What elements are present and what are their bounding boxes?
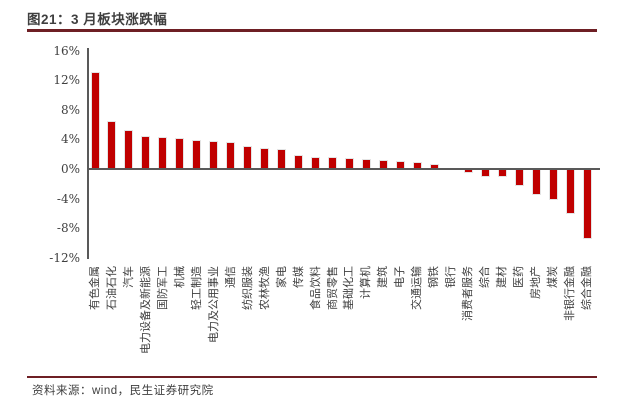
x-axis-label: 轻工制造	[190, 266, 203, 310]
bar-汽车	[125, 131, 133, 169]
y-tick-label: 0%	[60, 162, 80, 176]
x-axis-label: 纺织服装	[241, 266, 254, 310]
y-tick-label: 8%	[60, 102, 80, 117]
bar-非银行金融	[566, 169, 574, 214]
x-axis-label: 综合金融	[581, 266, 593, 310]
bar-轻工制造	[193, 140, 201, 169]
x-axis-label: 基础化工	[343, 266, 356, 310]
x-axis-label: 消费者服务	[462, 266, 475, 321]
bar-电力及公用事业	[210, 141, 218, 169]
x-axis-label: 建材	[496, 266, 509, 288]
bar-有色金属	[91, 72, 99, 169]
x-axis-label: 有色金属	[89, 266, 101, 310]
x-axis-label: 商贸零售	[326, 266, 339, 310]
bar-建材	[498, 169, 506, 177]
bar-钢铁	[430, 165, 438, 169]
y-tick-label: 4%	[60, 132, 80, 147]
bar-纺织服装	[244, 146, 252, 169]
y-tick-label: -4%	[56, 191, 80, 206]
bar-医药	[515, 169, 523, 186]
x-axis-label: 石油石化	[105, 266, 118, 310]
x-axis-label: 电子	[394, 266, 407, 288]
x-axis-label: 传媒	[292, 266, 305, 288]
bar-房地产	[532, 169, 540, 195]
y-axis-line	[87, 48, 89, 259]
bar-计算机	[362, 160, 370, 169]
bar-交通运输	[413, 163, 421, 169]
x-axis-label: 通信	[224, 266, 237, 288]
x-axis-label: 非银行金融	[564, 266, 577, 321]
bar-煤炭	[549, 169, 557, 199]
x-axis-label: 建筑	[377, 266, 390, 288]
bar-综合	[481, 169, 489, 176]
bar-基础化工	[345, 159, 353, 169]
bar-农林牧渔	[261, 149, 269, 169]
bar-建筑	[379, 160, 387, 169]
bar-传媒	[295, 155, 303, 169]
figure-title: 图21：3 月板块涨跌幅	[27, 12, 168, 27]
bar-综合金融	[583, 169, 591, 238]
bar-石油石化	[108, 121, 116, 169]
bar-电子	[396, 162, 404, 169]
x-axis-label: 计算机	[360, 266, 373, 299]
x-axis-label: 家电	[275, 266, 288, 288]
x-axis-label: 综合	[479, 266, 492, 288]
x-axis-label: 电力及公用事业	[207, 266, 220, 343]
footer-rule	[27, 376, 597, 378]
bar-商贸零售	[329, 157, 337, 169]
y-tick-label: -12%	[49, 250, 80, 265]
x-axis-label: 钢铁	[428, 266, 441, 288]
bar-机械	[176, 138, 184, 169]
x-axis-label: 煤炭	[547, 266, 560, 288]
x-axis-label: 国防军工	[156, 266, 169, 310]
bar-国防军工	[159, 137, 167, 169]
x-axis-label: 食品饮料	[309, 266, 322, 310]
y-tick-label: 16%	[53, 43, 80, 58]
x-axis-label: 交通运输	[411, 266, 424, 310]
source-note: 资料来源：wind，民生证券研究院	[32, 385, 214, 397]
x-axis-label: 医药	[513, 266, 526, 288]
title-underline	[27, 29, 597, 32]
x-axis-label: 银行	[445, 266, 458, 288]
bar-通信	[227, 143, 235, 169]
bar-食品饮料	[312, 157, 320, 169]
x-axis-label: 农林牧渔	[258, 266, 271, 310]
y-tick-label: -8%	[56, 221, 80, 236]
y-tick-label: 12%	[53, 73, 80, 88]
x-axis-label: 汽车	[122, 266, 135, 288]
x-axis-label: 机械	[173, 266, 186, 288]
bar-消费者服务	[464, 169, 472, 172]
bar-家电	[278, 149, 286, 169]
x-axis-label: 电力设备及新能源	[139, 266, 152, 354]
bar-电力设备及新能源	[142, 137, 150, 169]
x-axis-zero-line	[87, 168, 600, 170]
x-axis-label: 房地产	[530, 266, 543, 299]
